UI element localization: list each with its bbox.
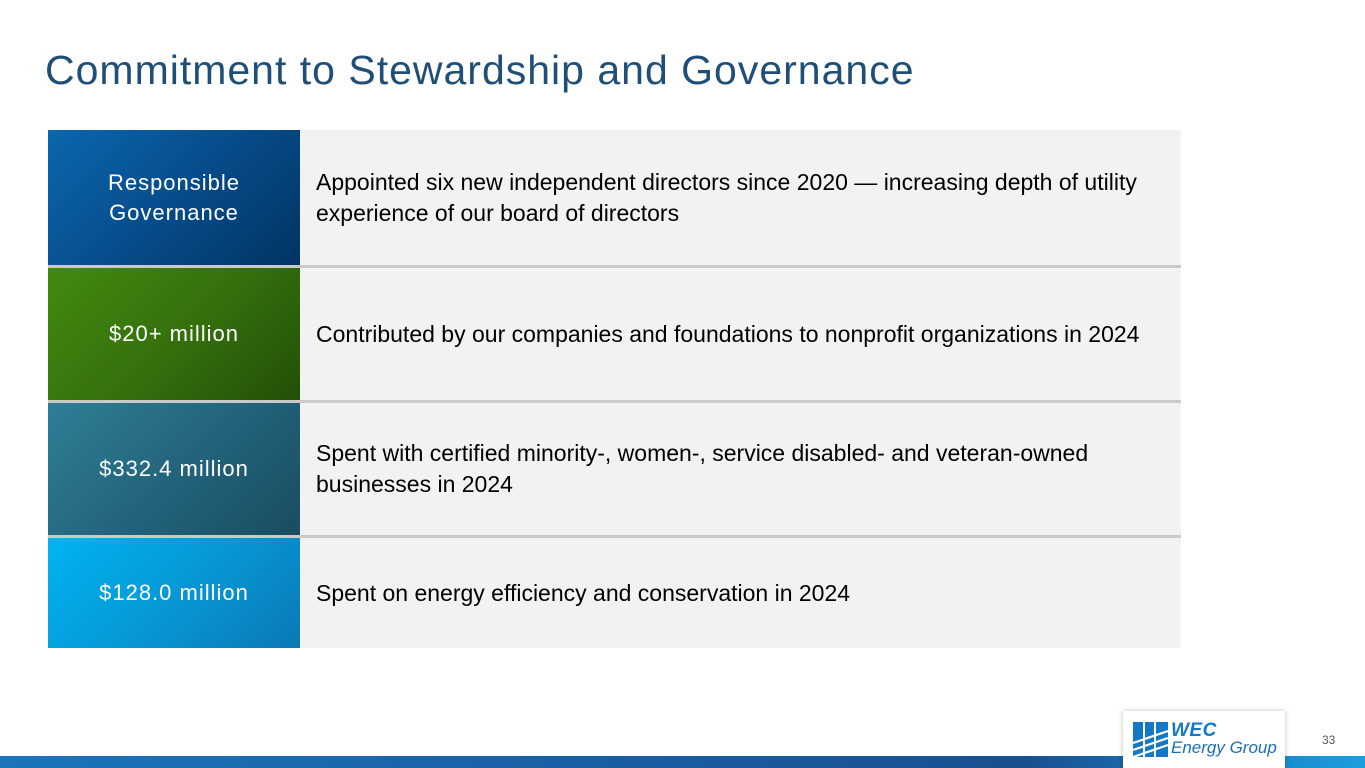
page-number: 33 xyxy=(1322,733,1336,747)
logo-name: WEC xyxy=(1171,720,1217,741)
row-label: Responsible Governance xyxy=(48,130,300,265)
footer-bar xyxy=(0,756,1365,768)
table-row: $20+ million Contributed by our companie… xyxy=(48,265,1181,400)
row-description: Spent with certified minority-, women-, … xyxy=(316,440,1089,497)
row-label: $20+ million xyxy=(48,268,300,400)
row-description: Appointed six new independent directors … xyxy=(316,168,1137,226)
row-label: $128.0 million xyxy=(48,538,300,648)
company-logo: WEC Energy Group xyxy=(1123,711,1285,768)
logo-subtitle: Energy Group xyxy=(1171,738,1277,757)
row-description-cell: Spent with certified minority-, women-, … xyxy=(300,403,1181,535)
row-label: $332.4 million xyxy=(48,403,300,535)
commitments-table: Responsible Governance Appointed six new… xyxy=(48,130,1181,648)
row-description: Contributed by our companies and foundat… xyxy=(316,320,1140,347)
row-description-cell: Contributed by our companies and foundat… xyxy=(300,268,1181,400)
wec-logo-icon xyxy=(1133,722,1168,757)
row-description: Spent on energy efficiency and conservat… xyxy=(316,579,851,606)
table-row: $128.0 million Spent on energy efficienc… xyxy=(48,535,1181,648)
table-row: Responsible Governance Appointed six new… xyxy=(48,130,1181,265)
row-description-cell: Appointed six new independent directors … xyxy=(300,130,1181,265)
row-description-cell: Spent on energy efficiency and conservat… xyxy=(300,538,1181,648)
logo-wordmark: WEC Energy Group xyxy=(1171,720,1277,757)
table-row: $332.4 million Spent with certified mino… xyxy=(48,400,1181,535)
slide-title: Commitment to Stewardship and Governance xyxy=(45,47,915,93)
